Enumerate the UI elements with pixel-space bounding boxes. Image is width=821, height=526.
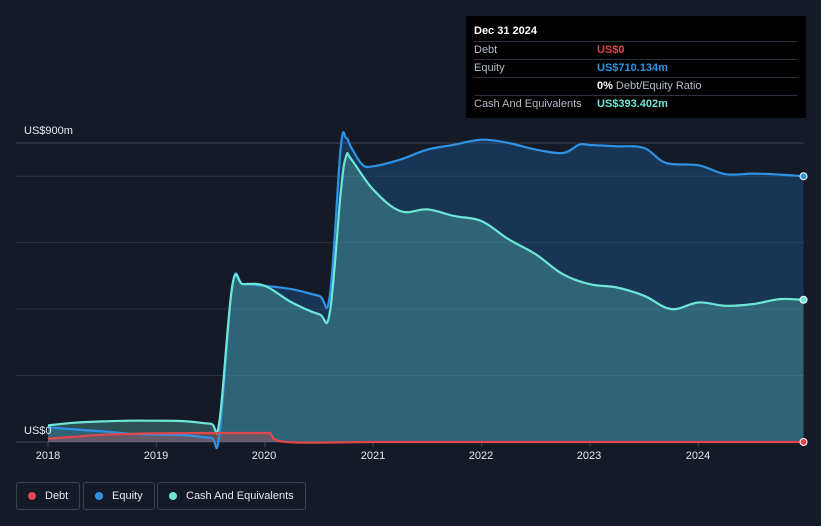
legend-swatch-equity [95,492,103,500]
tooltip-date: Dec 31 2024 [474,25,537,37]
tooltip-row-cash: Cash And Equivalents US$393.402m [474,95,798,113]
tooltip-value-ratio: 0% [597,80,613,92]
area-equity [48,132,804,449]
tooltip-value-debt: US$0 [597,44,625,56]
legend-swatch-debt [28,492,36,500]
end-markers [799,172,808,446]
x-tick-2022: 2022 [468,450,494,462]
y-axis-top-label: US$900m [24,125,73,137]
legend-item-debt[interactable]: Debt [16,482,81,510]
line-debt [47,431,804,444]
tooltip-row-ratio: 0% Debt/Equity Ratio [474,77,798,95]
y-axis-bottom-label: US$0 [24,425,52,437]
hover-tooltip: Dec 31 2024 Debt US$0 Equity US$710.134m… [466,16,806,118]
legend-label-debt: Debt [45,490,69,502]
area-cash-and-equivalents [48,153,804,442]
legend-label-equity: Equity [112,490,143,502]
end-marker-debt [799,438,808,446]
line-equity [47,131,804,450]
x-tick-2018: 2018 [35,450,61,462]
tooltip-value-equity: US$710.134m [597,62,668,74]
series-areas [48,132,804,449]
tooltip-label-ratio [474,78,597,95]
tooltip-label-equity: Equity [474,62,505,74]
line-cash-and-equivalents [47,152,804,435]
area-debt [48,432,804,443]
end-marker-cash-and-equivalents [799,295,808,304]
series-lines [47,131,804,450]
x-tick-2024: 2024 [685,450,711,462]
legend-label-cash: Cash And Equivalents [186,490,294,502]
x-tick-2021: 2021 [360,450,386,462]
tooltip-row-debt: Debt US$0 [474,41,798,59]
tooltip-label-debt: Debt [474,44,498,56]
legend-item-cash[interactable]: Cash And Equivalents [157,482,306,510]
x-tick-2023: 2023 [576,450,602,462]
legend-item-equity[interactable]: Equity [83,482,155,510]
tooltip-ratio-caption: Debt/Equity Ratio [615,80,702,92]
tooltip-label-cash: Cash And Equivalents [474,98,582,110]
x-tick-2019: 2019 [143,450,169,462]
end-marker-equity [799,172,808,181]
tooltip-value-cash: US$393.402m [597,98,668,110]
x-tick-2020: 2020 [251,450,277,462]
legend-swatch-cash [169,492,177,500]
tooltip-row-equity: Equity US$710.134m [474,59,798,77]
